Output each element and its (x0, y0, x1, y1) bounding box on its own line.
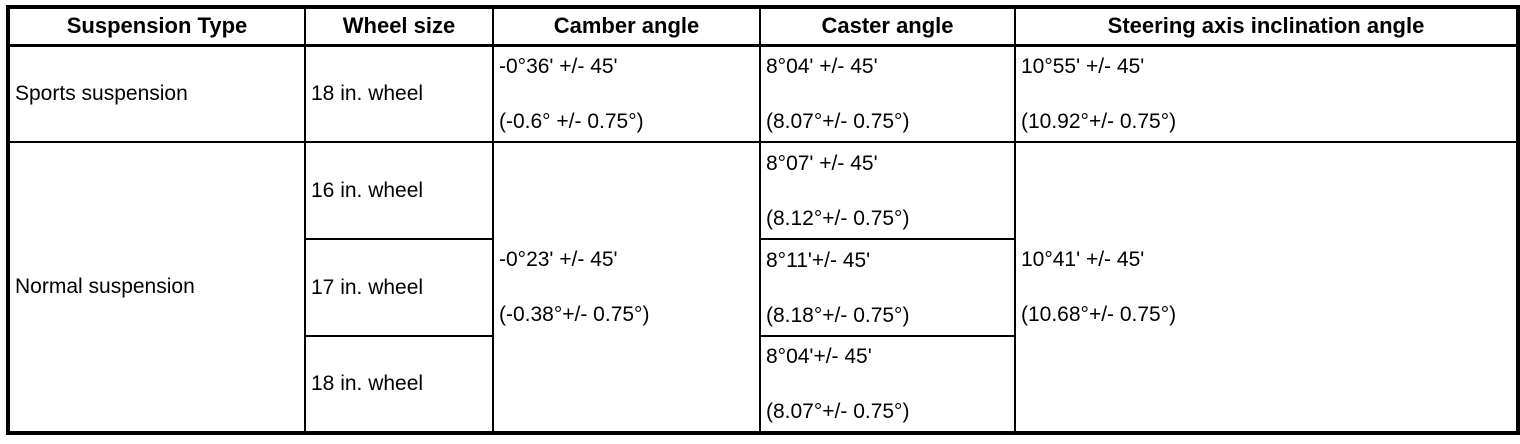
sports-caster-degrees: (8.07°+/- 0.75°) (766, 109, 910, 133)
cell-normal-sai: 10°41' +/- 45' (10.68°+/- 0.75°) (1014, 141, 1519, 434)
sports-camber-degrees: (-0.6° +/- 0.75°) (499, 109, 644, 133)
wheel-alignment-spec-table: Suspension Type Wheel size Camber angle … (6, 5, 1520, 435)
header-caster-angle: Caster angle (759, 6, 1016, 47)
header-steering-axis-inclination-angle: Steering axis inclination angle (1014, 6, 1519, 47)
cell-normal-suspension-type: Normal suspension (7, 141, 306, 434)
cell-normal-18in-wheel-size: 18 in. wheel (304, 335, 494, 434)
normal-18in-caster-degrees: (8.07°+/- 0.75°) (766, 400, 910, 423)
cell-sports-suspension-type: Sports suspension (7, 44, 306, 143)
table-row-normal-17in: 17 in. wheel 8°11'+/- 45' (8.18°+/- 0.75… (8, 238, 1518, 337)
normal-18in-caster-minutes: 8°04'+/- 45' (766, 345, 872, 368)
table-row-normal-18in: 18 in. wheel 8°04'+/- 45' (8.07°+/- 0.75… (8, 335, 1518, 434)
normal-camber-minutes: -0°23' +/- 45' (499, 248, 618, 271)
normal-sai-minutes: 10°41' +/- 45' (1021, 248, 1145, 271)
table-row-sports-18in: Sports suspension 18 in. wheel -0°36' +/… (7, 44, 1519, 143)
normal-camber-degrees: (-0.38°+/- 0.75°) (499, 303, 650, 326)
cell-normal-17in-wheel-size: 17 in. wheel (304, 238, 494, 337)
cell-sports-caster: 8°04' +/- 45' (8.07°+/- 0.75°) (759, 44, 1016, 143)
cell-sports-sai: 10°55' +/- 45' (10.92°+/- 0.75°) (1014, 44, 1519, 143)
cell-normal-16in-caster: 8°07' +/- 45' (8.12°+/- 0.75°) (759, 141, 1016, 240)
cell-sports-camber: -0°36' +/- 45' (-0.6° +/- 0.75°) (492, 44, 761, 143)
normal-sai-degrees: (10.68°+/- 0.75°) (1021, 303, 1177, 326)
normal-17in-caster-minutes: 8°11'+/- 45' (766, 248, 871, 272)
cell-normal-18in-caster: 8°04'+/- 45' (8.07°+/- 0.75°) (759, 335, 1016, 434)
cell-normal-camber: -0°23' +/- 45' (-0.38°+/- 0.75°) (492, 141, 761, 434)
normal-16in-caster-degrees: (8.12°+/- 0.75°) (766, 206, 910, 230)
header-suspension-type: Suspension Type (7, 6, 306, 47)
cell-normal-17in-caster: 8°11'+/- 45' (8.18°+/- 0.75°) (759, 238, 1016, 337)
header-wheel-size: Wheel size (304, 6, 494, 47)
header-camber-angle: Camber angle (492, 6, 761, 47)
table-row-normal-16in: Normal suspension 16 in. wheel -0°23' +/… (7, 141, 1519, 434)
sports-caster-minutes: 8°04' +/- 45' (766, 54, 878, 78)
normal-17in-caster-degrees: (8.18°+/- 0.75°) (766, 303, 910, 327)
sports-sai-degrees: (10.92°+/- 0.75°) (1021, 109, 1177, 133)
normal-16in-caster-minutes: 8°07' +/- 45' (766, 151, 878, 175)
cell-sports-wheel-size: 18 in. wheel (304, 44, 494, 143)
sports-camber-minutes: -0°36' +/- 45' (499, 54, 618, 78)
cell-normal-16in-wheel-size: 16 in. wheel (304, 141, 494, 240)
table-header-row: Suspension Type Wheel size Camber angle … (7, 6, 1519, 47)
sports-sai-minutes: 10°55' +/- 45' (1021, 54, 1145, 78)
